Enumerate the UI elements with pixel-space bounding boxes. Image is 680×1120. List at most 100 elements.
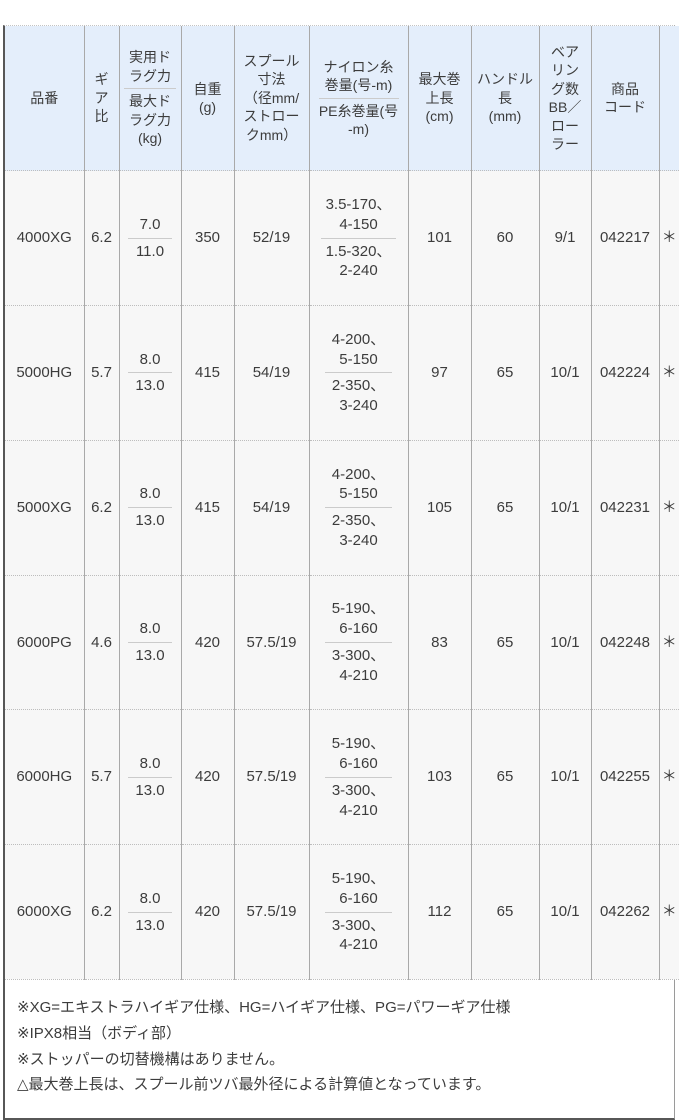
cell-weight: 415 (180, 305, 234, 441)
cell-handle-length: 65 (470, 305, 539, 441)
cell-line-nylon: 4-200、 5-150 (325, 465, 392, 509)
spec-table: 品番 ギ ア 比 実用ド ラグ力 最大ド ラグ力 (kg) 自重 (g) スプー… (5, 26, 679, 980)
cell-line-capacity: 5-190、 6-160 3-300、 4-210 (308, 709, 408, 846)
cell-max-retrieve: 112 (407, 844, 471, 980)
header-cell-spool: スプール 寸法 （径mm/ ストロー クmm） (233, 26, 309, 172)
cell-drag: 8.0 13.0 (118, 575, 181, 711)
cell-gear-ratio: 5.7 (83, 305, 119, 441)
cell-note-mark: ＊ (658, 170, 679, 307)
cell-gear-ratio: 5.7 (83, 709, 119, 846)
header-cell-gear-ratio: ギ ア 比 (83, 26, 119, 172)
cell-note-mark: ＊ (658, 575, 679, 711)
header-cell-weight: 自重 (g) (180, 26, 234, 172)
cell-weight: 420 (180, 575, 234, 711)
cell-bearings: 10/1 (538, 440, 591, 576)
footnotes: ※XG=エキストラハイギア仕様、HG=ハイギア仕様、PG=パワーギア仕様 ※IP… (5, 979, 674, 1119)
header-cell-model: 品番 (5, 26, 84, 172)
spec-row-5000hg: 5000HG 5.7 8.0 13.0 415 54/19 4-200、 5-1… (5, 305, 679, 441)
cell-max-retrieve: 105 (407, 440, 471, 576)
cell-line-capacity: 3.5-170、 4-150 1.5-320、 2-240 (308, 170, 408, 307)
cell-product-code: 042255 (590, 709, 659, 846)
header-row: 品番 ギ ア 比 実用ド ラグ力 最大ド ラグ力 (kg) 自重 (g) スプー… (5, 26, 679, 172)
cell-drag: 8.0 13.0 (118, 844, 181, 980)
cell-drag-practical: 8.0 (127, 754, 173, 778)
cell-line-nylon: 3.5-170、 4-150 (320, 195, 397, 239)
header-line-pe: PE糸巻量(号 -m) (318, 102, 399, 138)
cell-line-nylon: 5-190、 6-160 (325, 869, 392, 913)
spec-row-6000pg: 6000PG 4.6 8.0 13.0 420 57.5/19 5-190、 6… (5, 575, 679, 711)
cell-line-capacity: 4-200、 5-150 2-350、 3-240 (308, 440, 408, 576)
cell-note-mark: ＊ (658, 440, 679, 576)
cell-note-mark: ＊ (658, 305, 679, 441)
header-drag-max: 最大ド ラグ力 (kg) (129, 93, 171, 147)
cell-handle-length: 65 (470, 844, 539, 980)
cell-spool: 57.5/19 (233, 709, 309, 846)
cell-handle-length: 65 (470, 440, 539, 576)
cell-drag: 7.0 11.0 (118, 170, 181, 307)
cell-spool: 54/19 (233, 305, 309, 441)
header-cell-bearings: ベア リン グ数 BB／ ロー ラー (538, 26, 591, 172)
cell-gear-ratio: 6.2 (83, 440, 119, 576)
spec-section: 品番 ギ ア 比 実用ド ラグ力 最大ド ラグ力 (kg) 自重 (g) スプー… (3, 25, 679, 1120)
cell-bearings: 10/1 (538, 709, 591, 846)
cell-line-pe: 3-300、 4-210 (331, 781, 386, 819)
cell-bearings: 10/1 (538, 844, 591, 980)
cell-drag-max: 13.0 (135, 377, 165, 395)
cell-weight: 420 (180, 709, 234, 846)
cell-max-retrieve: 97 (407, 305, 471, 441)
cell-bearings: 10/1 (538, 575, 591, 711)
header-cell-max-retrieve: 最大巻 上長 (cm) (407, 26, 471, 172)
cell-note-mark: ＊ (658, 709, 679, 846)
cell-drag-max: 13.0 (135, 647, 165, 665)
cell-drag-practical: 7.0 (127, 215, 173, 239)
cell-line-capacity: 4-200、 5-150 2-350、 3-240 (308, 305, 408, 441)
spec-row-4000xg: 4000XG 6.2 7.0 11.0 350 52/19 3.5-170、 4… (5, 170, 679, 307)
cell-bearings: 10/1 (538, 305, 591, 441)
cell-drag-max: 11.0 (135, 242, 165, 260)
header-cell-handle-length: ハンドル 長 (mm) (470, 26, 539, 172)
footnote-stopper: ※ストッパーの切替機構はありません。 (17, 1050, 285, 1068)
cell-line-pe: 3-300、 4-210 (331, 916, 386, 954)
footnote-max-retrieve: △最大巻上長は、スプール前ツバ最外径による計算値となっています。 (17, 1076, 491, 1094)
cell-drag-practical: 8.0 (127, 619, 173, 644)
cell-product-code: 042248 (590, 575, 659, 711)
cell-drag: 8.0 13.0 (118, 305, 181, 441)
cell-drag-practical: 8.0 (127, 484, 173, 509)
cell-spool: 52/19 (233, 170, 309, 307)
cell-weight: 415 (180, 440, 234, 576)
header-cell-note-mark (658, 26, 679, 172)
cell-drag-practical: 8.0 (127, 889, 173, 913)
cell-handle-length: 60 (470, 170, 539, 307)
cell-handle-length: 65 (470, 709, 539, 846)
cell-line-nylon: 5-190、 6-160 (325, 599, 392, 644)
cell-gear-ratio: 6.2 (83, 844, 119, 980)
cell-spool: 57.5/19 (233, 575, 309, 711)
cell-product-code: 042262 (590, 844, 659, 980)
cell-line-pe: 3-300、 4-210 (331, 647, 386, 684)
cell-max-retrieve: 101 (407, 170, 471, 307)
cell-line-nylon: 4-200、 5-150 (325, 330, 392, 374)
cell-note-mark: ＊ (658, 844, 679, 980)
cell-model: 6000PG (5, 575, 84, 711)
header-drag-practical: 実用ド ラグ力 (124, 48, 176, 90)
spec-row-6000xg: 6000XG 6.2 8.0 13.0 420 57.5/19 5-190、 6… (5, 844, 679, 980)
cell-spool: 57.5/19 (233, 844, 309, 980)
cell-gear-ratio: 4.6 (83, 575, 119, 711)
cell-product-code: 042224 (590, 305, 659, 441)
cell-drag: 8.0 13.0 (118, 440, 181, 576)
cell-model: 6000XG (5, 844, 84, 980)
cell-line-pe: 2-350、 3-240 (331, 512, 386, 550)
header-cell-product-code: 商品 コード (590, 26, 659, 172)
cell-model: 6000HG (5, 709, 84, 846)
footnote-ipx8: ※IPX8相当（ボディ部） (17, 1024, 182, 1042)
cell-model: 5000XG (5, 440, 84, 576)
cell-line-nylon: 5-190、 6-160 (325, 734, 392, 778)
header-cell-drag: 実用ド ラグ力 最大ド ラグ力 (kg) (118, 26, 181, 172)
cell-line-pe: 1.5-320、 2-240 (325, 242, 392, 280)
header-line-nylon: ナイロン糸 巻量(号-m) (318, 58, 399, 99)
cell-line-capacity: 5-190、 6-160 3-300、 4-210 (308, 844, 408, 980)
cell-bearings: 9/1 (538, 170, 591, 307)
spec-row-6000hg: 6000HG 5.7 8.0 13.0 420 57.5/19 5-190、 6… (5, 709, 679, 846)
cell-gear-ratio: 6.2 (83, 170, 119, 307)
cell-model: 4000XG (5, 170, 84, 307)
